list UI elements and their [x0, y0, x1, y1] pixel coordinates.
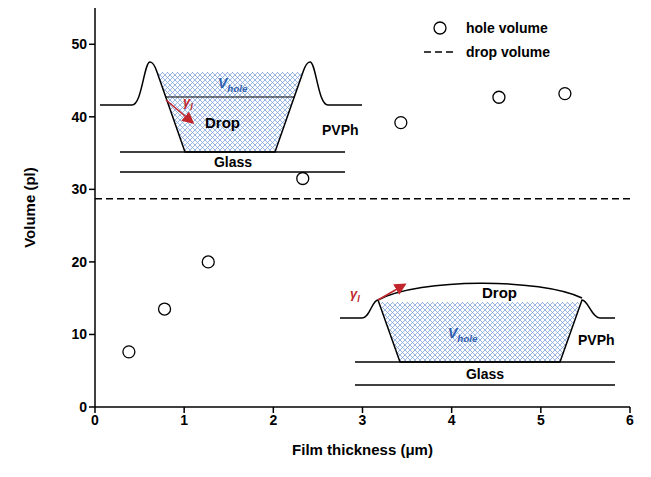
svg-text:Volume (pl): Volume (pl) [21, 167, 38, 248]
svg-text:Drop: Drop [482, 284, 517, 301]
svg-text:Vhole: Vhole [448, 325, 478, 344]
svg-text:6: 6 [626, 412, 634, 428]
svg-text:PVPh: PVPh [322, 122, 359, 138]
svg-text:0: 0 [79, 399, 87, 415]
svg-text:2: 2 [269, 412, 277, 428]
svg-text:0: 0 [91, 412, 99, 428]
svg-text:hole volume: hole volume [466, 20, 548, 36]
svg-text:PVPh: PVPh [578, 332, 615, 348]
svg-text:5: 5 [537, 412, 545, 428]
svg-text:50: 50 [71, 36, 87, 52]
svg-text:3: 3 [359, 412, 367, 428]
svg-text:40: 40 [71, 109, 87, 125]
svg-text:γl: γl [183, 94, 193, 112]
svg-text:10: 10 [71, 326, 87, 342]
svg-text:Vhole: Vhole [218, 75, 248, 94]
svg-text:Glass: Glass [214, 154, 252, 170]
svg-text:drop volume: drop volume [466, 44, 550, 60]
svg-text:4: 4 [448, 412, 456, 428]
svg-text:1: 1 [180, 412, 188, 428]
svg-text:Film thickness (μm): Film thickness (μm) [292, 441, 433, 458]
svg-text:Glass: Glass [466, 366, 504, 382]
svg-text:γl: γl [350, 286, 360, 304]
svg-text:Drop: Drop [205, 114, 240, 131]
svg-text:20: 20 [71, 254, 87, 270]
svg-text:30: 30 [71, 181, 87, 197]
